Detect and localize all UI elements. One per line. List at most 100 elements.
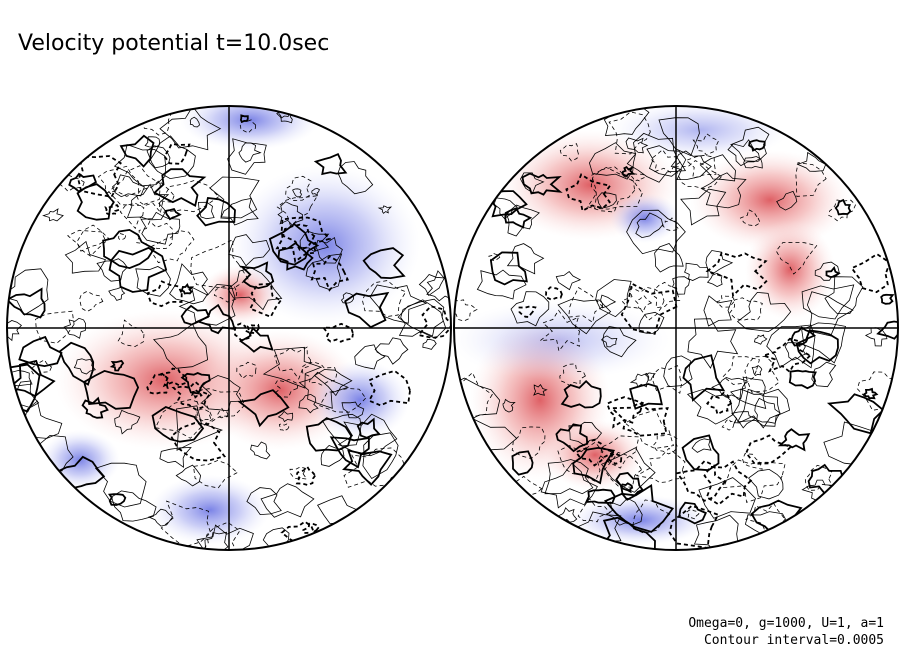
contour xyxy=(217,407,229,419)
contour xyxy=(108,286,126,301)
contour xyxy=(603,106,650,136)
contour xyxy=(555,423,589,453)
contour xyxy=(178,283,236,326)
contour xyxy=(488,252,501,262)
contour xyxy=(795,162,827,197)
contour xyxy=(136,220,173,249)
contour xyxy=(864,327,888,347)
contour xyxy=(751,365,763,377)
contour xyxy=(784,342,806,361)
contour xyxy=(706,391,733,416)
contour xyxy=(634,295,653,311)
contour xyxy=(760,337,812,374)
contour xyxy=(275,216,332,264)
contour xyxy=(204,531,229,550)
contour xyxy=(603,483,675,533)
contour xyxy=(737,388,791,427)
contour xyxy=(777,428,811,452)
contour xyxy=(730,126,770,162)
contour xyxy=(555,271,582,291)
contour xyxy=(196,408,212,422)
contour xyxy=(160,367,188,388)
contour xyxy=(629,383,663,410)
contour xyxy=(277,410,294,423)
contour xyxy=(602,325,637,358)
contour xyxy=(686,388,733,425)
contour xyxy=(305,417,353,452)
contour xyxy=(729,297,763,321)
contour xyxy=(620,282,678,335)
contour xyxy=(801,284,855,320)
contour xyxy=(274,378,299,398)
contour xyxy=(298,371,350,409)
contour xyxy=(743,156,763,169)
contour xyxy=(140,211,181,245)
contour xyxy=(96,258,128,282)
contour xyxy=(646,145,687,177)
contour xyxy=(630,173,645,182)
contour xyxy=(119,134,155,168)
contour xyxy=(68,172,98,193)
contour xyxy=(147,508,174,527)
right-hemisphere-fill xyxy=(454,106,898,550)
contour xyxy=(377,205,393,214)
contour xyxy=(490,190,528,218)
contour xyxy=(144,136,161,148)
contour xyxy=(108,246,168,293)
contour xyxy=(159,106,222,151)
contour xyxy=(568,421,603,447)
contour xyxy=(828,199,856,222)
contour xyxy=(277,241,314,271)
contour xyxy=(76,183,115,221)
contour xyxy=(625,137,649,154)
contour xyxy=(374,337,409,365)
contour xyxy=(239,326,274,353)
left-hemisphere-fill xyxy=(7,106,451,550)
contour xyxy=(228,234,271,267)
contour xyxy=(367,369,411,407)
contour xyxy=(200,521,241,550)
contour xyxy=(18,335,63,368)
contour xyxy=(321,322,354,343)
contour xyxy=(146,280,183,308)
contour xyxy=(489,251,528,286)
contour xyxy=(310,255,349,292)
contour xyxy=(193,460,238,489)
contour xyxy=(668,504,720,550)
contour xyxy=(209,176,260,219)
contour xyxy=(354,344,386,370)
contour xyxy=(776,190,798,211)
contour xyxy=(356,417,381,439)
contour xyxy=(705,250,734,275)
contour xyxy=(680,188,727,226)
contour xyxy=(862,387,879,400)
contour xyxy=(732,388,781,429)
contour xyxy=(506,204,540,237)
contour xyxy=(163,143,191,165)
contour xyxy=(804,464,833,491)
contour xyxy=(171,380,211,411)
contour xyxy=(189,116,200,128)
contour xyxy=(721,418,737,431)
contour xyxy=(699,154,736,182)
contour xyxy=(313,369,353,397)
contour xyxy=(299,230,330,252)
contour xyxy=(250,441,271,460)
contour xyxy=(506,243,545,275)
contour xyxy=(317,495,361,524)
contour xyxy=(197,201,215,220)
contour xyxy=(692,133,720,156)
contour xyxy=(700,172,747,209)
contour xyxy=(685,508,700,520)
contour xyxy=(661,217,680,232)
contour xyxy=(108,165,161,206)
contour xyxy=(159,447,192,469)
contour xyxy=(175,405,223,451)
contour xyxy=(196,197,236,227)
contour xyxy=(674,160,723,190)
contour xyxy=(600,447,656,493)
contour xyxy=(220,197,259,226)
contour xyxy=(540,462,598,509)
contour xyxy=(658,117,700,157)
